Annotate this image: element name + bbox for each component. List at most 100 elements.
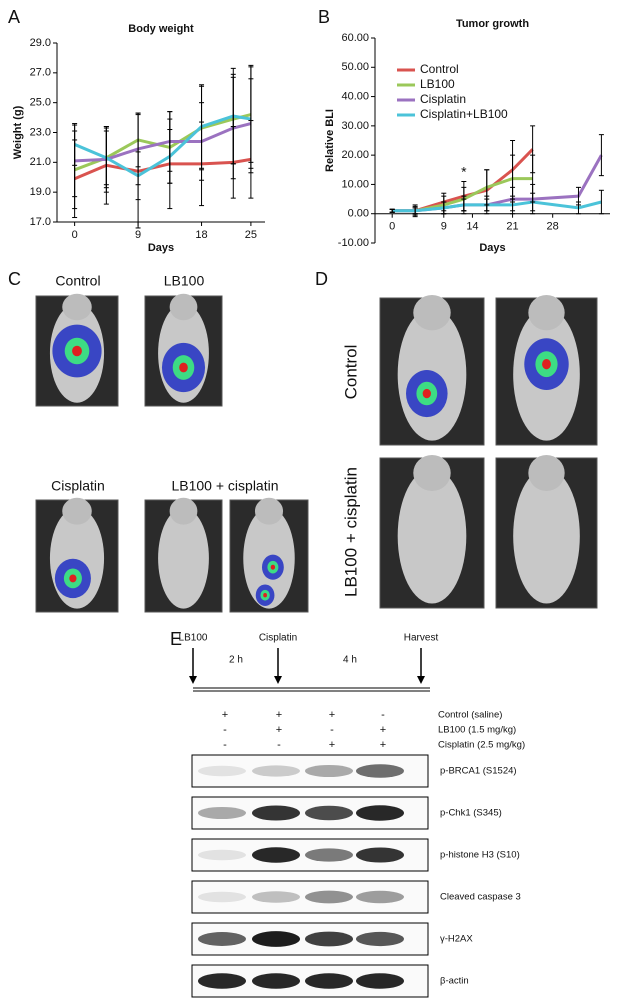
panel-letter: D [315,269,328,289]
error-bar [530,192,536,212]
legend-label: Cisplatin [420,92,466,106]
blot-band [252,973,300,989]
error-bar [484,198,490,212]
mouse-head [528,455,565,491]
panel-letter: B [318,7,330,27]
error-bar [389,208,395,213]
error-bar [135,151,141,201]
blot-label: p-BRCA1 (S1524) [440,766,517,777]
error-bar [199,84,205,169]
treatment-label: Cisplatin (2.5 mg/kg) [438,740,525,751]
blot-frame [191,880,429,914]
mouse-head [62,293,92,321]
image-label: Control [341,345,360,400]
x-tick-label: 0 [389,221,395,233]
y-tick-label: -10.00 [338,237,369,249]
error-bar [575,201,581,215]
x-axis-label: Days [479,242,505,254]
blot-band [356,931,404,947]
image-label: LB100 [164,273,205,289]
blot-band [356,805,404,821]
signal [542,358,551,370]
y-tick-label: 10.00 [341,178,369,190]
legend-label: LB100 [420,77,455,91]
treatment-mark: - [277,739,281,751]
blot-band [198,932,246,946]
blot-band [305,764,353,778]
timeline-label: LB100 [179,633,208,644]
treatment-label: Control (saline) [438,710,502,721]
treatment-mark: - [223,724,227,736]
signal [270,564,276,570]
timeline-label: 2 h [229,655,243,666]
y-tick-label: 60.00 [341,32,369,44]
image-label: Cisplatin [51,478,105,494]
mouse-body [158,507,209,609]
arrow-head [189,676,197,684]
error-bar [441,201,447,215]
y-tick-label: 29.0 [30,37,51,49]
blot-band [305,848,353,862]
y-axis-label: Relative BLI [324,109,336,172]
treatment-label: LB100 (1.5 mg/kg) [438,725,516,736]
blot-band [305,805,353,821]
treatment-mark: - [330,724,334,736]
x-axis-label: Days [148,242,174,254]
panel-letter: A [8,7,20,27]
blot-label: β-actin [440,976,469,987]
y-tick-label: 30.00 [341,120,369,132]
error-bar [167,129,173,184]
timeline-label: Cisplatin [259,633,297,644]
signal [69,574,77,583]
error-bar [598,134,604,177]
x-tick-label: 9 [135,229,141,241]
panel-letter: C [8,269,21,289]
y-tick-label: 23.0 [30,126,51,138]
annotation: * [461,163,467,179]
blot-band [252,765,300,777]
y-tick-label: 21.0 [30,156,51,168]
legend-label: Cisplatin+LB100 [420,107,508,121]
blot-band [252,805,300,821]
mouse-head [62,497,92,525]
error-bar [248,64,254,174]
arrow-head [274,676,282,684]
treatment-mark: + [276,709,282,721]
arrow-head [417,676,425,684]
treatment-mark: + [222,709,228,721]
blot-band [305,931,353,947]
mouse-body [397,468,467,604]
legend-label: Control [420,62,459,76]
mouse-body [513,468,580,604]
y-tick-label: 20.00 [341,149,369,161]
treatment-mark: + [380,724,386,736]
treatment-mark: + [329,739,335,751]
mouse-head [528,295,565,331]
blot-label: p-histone H3 (S10) [440,850,520,861]
error-bar [598,189,604,215]
y-tick-label: 25.0 [30,97,51,109]
signal [72,345,82,357]
blot-label: Cleaved caspase 3 [440,892,521,903]
mouse-head [413,295,451,331]
mouse-head [254,497,284,525]
blot-band [198,891,246,903]
timeline-label: Harvest [404,633,439,644]
y-tick-label: 0.00 [348,208,369,220]
image-label: LB100 + cisplatin [171,478,278,494]
treatment-mark: + [380,739,386,751]
y-tick-label: 19.0 [30,186,51,198]
timeline-label: 4 h [343,655,357,666]
y-tick-label: 17.0 [30,216,51,228]
blot-band [198,806,246,820]
blot-band [305,890,353,904]
y-tick-label: 40.00 [341,90,369,102]
blot-band [305,973,353,989]
x-tick-label: 25 [245,229,257,241]
y-axis-label: Weight (g) [12,105,24,159]
x-tick-label: 21 [506,221,518,233]
x-tick-label: 0 [72,229,78,241]
x-tick-label: 14 [466,221,478,233]
error-bar [103,130,109,186]
x-tick-label: 18 [195,229,207,241]
